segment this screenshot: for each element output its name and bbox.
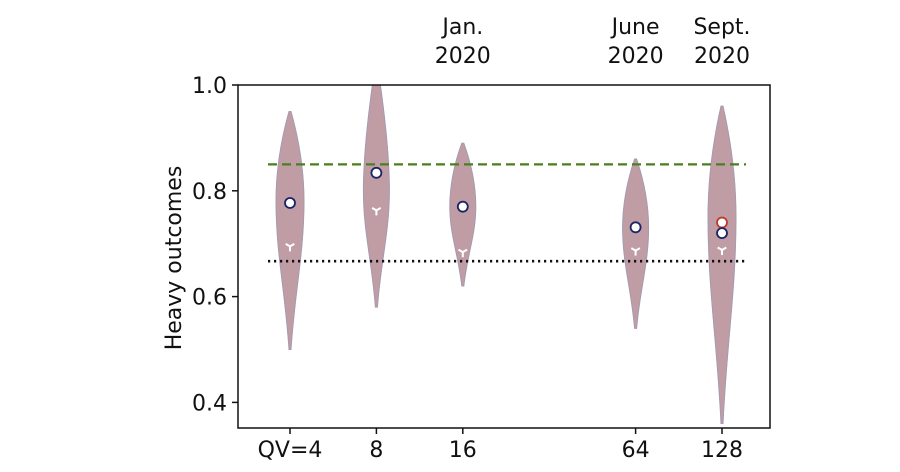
median-marker — [717, 246, 727, 256]
median-marker — [371, 207, 382, 216]
violin-qv-64 — [622, 158, 650, 329]
x-tick-label: 16 — [449, 438, 477, 463]
violin-series — [275, 84, 737, 425]
top-annotation-line2: 2020 — [608, 44, 664, 69]
mean-marker — [629, 221, 642, 234]
top-annotation-line1: June — [610, 15, 660, 40]
violin-qv-4 — [275, 110, 305, 350]
x-tick-label: 8 — [369, 438, 383, 463]
top-annotation-line2: 2020 — [694, 44, 750, 69]
y-tick-label: 1.0 — [192, 74, 227, 99]
violin-outline — [363, 84, 390, 308]
y-tick-label: 0.4 — [192, 391, 227, 416]
violin-outline — [622, 158, 649, 329]
marker-series — [284, 166, 728, 258]
median-marker — [285, 242, 295, 252]
x-axis: QV=4 8 16 64 128 — [258, 428, 743, 463]
x-tick-label: QV=4 — [258, 438, 323, 463]
top-annotation-line2: 2020 — [435, 44, 491, 69]
y-tick-label: 0.6 — [192, 286, 227, 311]
mean-marker — [456, 200, 469, 213]
violin-outline — [449, 142, 477, 287]
plot-frame — [237, 84, 771, 429]
x-tick-label: 64 — [622, 438, 650, 463]
reference-lines — [268, 163, 746, 263]
top-annotations: Jan. 2020 June 2020 Sept. 2020 — [435, 15, 751, 69]
mean-marker — [370, 166, 383, 179]
median-marker — [457, 248, 468, 258]
median-marker — [630, 247, 641, 256]
y-axis-title: Heavy outcomes — [162, 166, 187, 351]
y-axis: 0.4 0.6 0.8 1.0 — [192, 74, 238, 416]
mean-alt-marker — [716, 216, 728, 229]
y-tick-label: 0.8 — [192, 180, 227, 205]
top-annotation-line1: Sept. — [693, 15, 750, 40]
mean-marker — [716, 227, 728, 240]
violin-qv-8 — [362, 84, 390, 308]
violin-outline — [707, 105, 737, 424]
violin-outline — [275, 111, 305, 350]
x-tick-label: 128 — [701, 438, 743, 463]
top-annotation-line1: Jan. — [440, 15, 483, 40]
mean-marker — [284, 197, 296, 209]
